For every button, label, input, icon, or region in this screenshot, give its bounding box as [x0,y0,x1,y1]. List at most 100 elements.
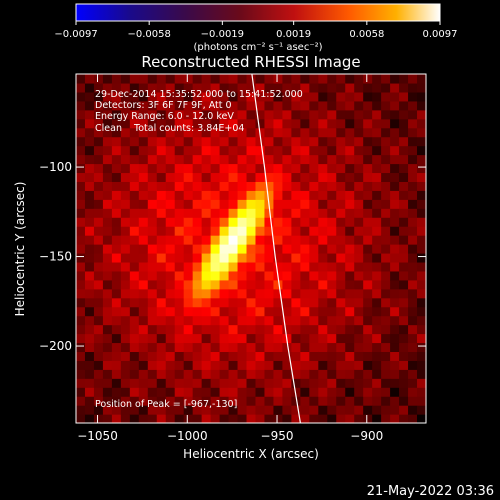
heatmap-cell [255,226,266,236]
heatmap-cell [318,279,328,290]
heatmap-cell [354,109,364,120]
heatmap-cell [219,270,230,281]
heatmap-cell [327,342,337,353]
heatmap-cell [390,217,400,227]
heatmap-cell [273,252,284,263]
y-tick-label: −200 [39,339,72,353]
heatmap-cell [291,172,301,182]
heatmap-cell [183,297,194,308]
heatmap-cell [408,127,418,138]
heatmap-cell [165,109,176,120]
heatmap-cell [264,136,275,147]
heatmap-cell [192,351,203,361]
heatmap-cell [336,261,346,272]
heatmap-cell [417,324,426,335]
heatmap-cell [129,100,140,111]
heatmap-cell [138,297,149,308]
colorbar-tick-label: −0.0097 [54,29,97,40]
heatmap-cell [264,163,275,174]
heatmap-cell [417,145,426,156]
heatmap-cell [336,288,346,299]
heatmap-cell [228,100,239,111]
heatmap-cell [417,261,426,272]
heatmap-cell [399,82,409,93]
heatmap-cell [138,342,149,353]
heatmap-cell [76,127,86,138]
heatmap-cell [282,396,292,406]
heatmap-cell [93,145,104,156]
heatmap-cell [174,252,185,263]
heatmap-cell [408,333,418,344]
heatmap-cell [327,190,337,200]
heatmap-cell [120,82,131,93]
heatmap-cell [93,91,104,102]
heatmap-cell [363,244,373,254]
heatmap-cell [93,226,104,236]
heatmap-cell [372,109,382,120]
heatmap-cell [381,315,391,326]
heatmap-cell [309,235,319,245]
heatmap-cell [165,378,176,388]
heatmap-cell [264,324,275,335]
heatmap-cell [138,208,149,218]
heatmap-cell [309,244,319,254]
heatmap-cell [76,342,86,353]
heatmap-cell [264,342,275,353]
heatmap-cell [120,163,131,174]
heatmap-cell [228,369,239,379]
heatmap-cell [228,315,239,326]
heatmap-cell [111,252,122,263]
heatmap-cell [120,396,131,406]
heatmap-cell [318,369,328,379]
heatmap-cell [156,82,167,93]
heatmap-cell [201,127,212,138]
heatmap-cell [309,261,319,272]
heatmap-cell [372,74,382,84]
heatmap-cell [417,91,426,102]
heatmap-cell [183,360,194,370]
heatmap-cell [300,163,310,174]
heatmap-cell [372,91,382,102]
heatmap-cell [111,109,122,120]
heatmap-cell [336,163,346,174]
heatmap-cell [237,82,248,93]
heatmap-cell [210,217,221,227]
heatmap-cell [363,324,373,335]
heatmap-cell [111,261,122,272]
heatmap-cell [363,261,373,272]
heatmap-cell [210,181,221,191]
heatmap-cell [345,324,355,335]
heatmap-cell [201,405,212,415]
heatmap-cell [237,118,248,129]
heatmap-cell [129,181,140,191]
heatmap-cell [84,342,95,353]
heatmap-cell [336,82,346,93]
heatmap-cell [309,252,319,263]
heatmap-cell [318,315,328,326]
heatmap-cell [93,208,104,218]
heatmap-cell [300,118,310,129]
heatmap-cell [165,387,176,397]
heatmap-cell [264,190,275,200]
heatmap-cell [183,396,194,406]
heatmap-cell [210,369,221,379]
heatmap-cell [228,172,239,182]
heatmap-cell [354,145,364,156]
heatmap-cell [210,109,221,120]
heatmap-cell [165,235,176,245]
heatmap-cell [111,378,122,388]
heatmap-cell [318,378,328,388]
heatmap-cell [318,387,328,397]
heatmap-cell [354,217,364,227]
heatmap-cell [237,154,248,165]
heatmap-cell [129,74,140,84]
heatmap-cell [84,100,95,111]
heatmap-cell [219,252,230,263]
heatmap-cell [210,252,221,263]
heatmap-cell [363,414,373,423]
heatmap-cell [111,360,122,370]
heatmap-cell [165,118,176,129]
heatmap-cell [282,181,292,191]
x-tick-label: −1000 [167,429,208,443]
heatmap-cell [237,405,248,415]
